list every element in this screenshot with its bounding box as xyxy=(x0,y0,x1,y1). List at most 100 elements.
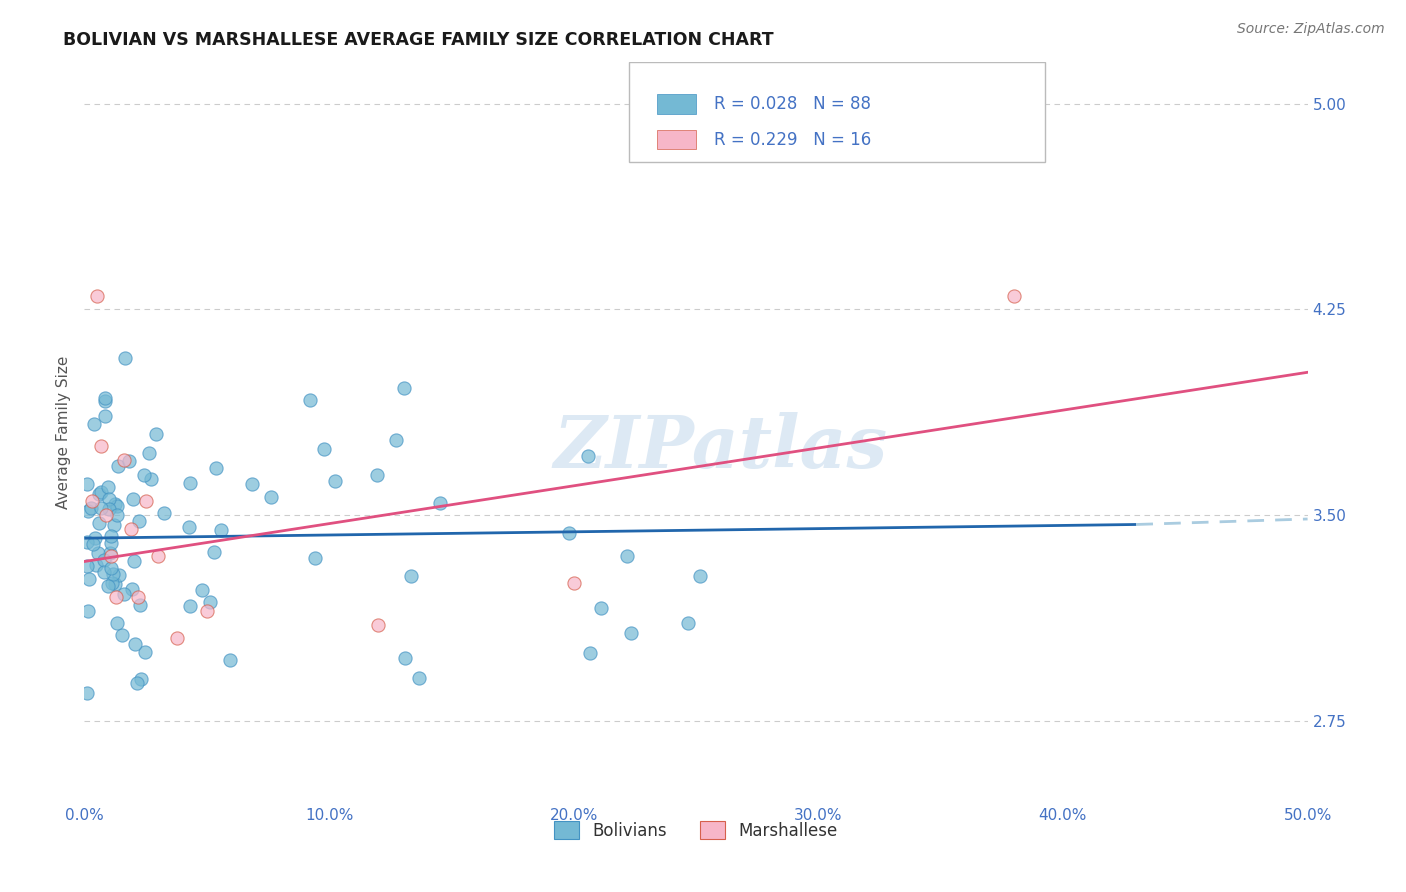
Point xyxy=(94,409,117,423)
Point xyxy=(96,508,118,522)
Point xyxy=(93,553,115,567)
Point xyxy=(323,474,346,488)
Point xyxy=(219,653,242,667)
Point xyxy=(576,450,599,464)
Point xyxy=(76,686,98,700)
Point xyxy=(97,580,120,594)
Point xyxy=(399,569,422,583)
Point xyxy=(135,494,157,508)
Point xyxy=(98,546,121,560)
Point xyxy=(89,487,111,501)
Point xyxy=(76,535,98,549)
Point xyxy=(90,500,112,515)
Point xyxy=(408,671,430,685)
Point xyxy=(94,393,117,408)
Point xyxy=(87,546,110,560)
Point xyxy=(385,433,408,447)
Point xyxy=(86,288,108,302)
Point xyxy=(103,517,125,532)
Point xyxy=(127,590,149,604)
Point xyxy=(312,442,335,457)
Point xyxy=(179,599,201,613)
Point xyxy=(676,615,699,630)
Point xyxy=(84,532,107,546)
Point xyxy=(589,601,612,615)
Point xyxy=(120,522,142,536)
Point xyxy=(107,459,129,474)
Point xyxy=(124,554,146,568)
Text: R = 0.028   N = 88: R = 0.028 N = 88 xyxy=(714,95,872,113)
Point xyxy=(562,576,585,591)
Point xyxy=(366,468,388,483)
Point xyxy=(429,495,451,509)
Point xyxy=(139,472,162,486)
Point xyxy=(93,392,115,406)
Text: BOLIVIAN VS MARSHALLESE AVERAGE FAMILY SIZE CORRELATION CHART: BOLIVIAN VS MARSHALLESE AVERAGE FAMILY S… xyxy=(63,31,773,49)
Point xyxy=(146,549,169,563)
Point xyxy=(100,561,122,575)
Point xyxy=(87,516,110,530)
Point xyxy=(97,501,120,516)
Point xyxy=(83,417,105,431)
Point xyxy=(200,595,222,609)
FancyBboxPatch shape xyxy=(657,95,696,113)
Point xyxy=(80,494,103,508)
Point xyxy=(304,551,326,566)
Point xyxy=(118,453,141,467)
Point xyxy=(84,558,107,572)
Point xyxy=(394,650,416,665)
Point xyxy=(108,567,131,582)
Point xyxy=(191,583,214,598)
Point xyxy=(166,632,188,646)
Point xyxy=(101,566,124,581)
Point xyxy=(138,446,160,460)
Point xyxy=(367,617,389,632)
Point xyxy=(209,523,232,537)
Point xyxy=(179,476,201,491)
Point xyxy=(79,500,101,515)
Point xyxy=(105,508,128,522)
Point xyxy=(122,491,145,506)
Point xyxy=(97,491,120,506)
Point xyxy=(90,439,112,453)
Point xyxy=(105,590,128,604)
Legend: Bolivians, Marshallese: Bolivians, Marshallese xyxy=(547,814,845,847)
Point xyxy=(76,559,98,574)
Point xyxy=(124,636,146,650)
Point xyxy=(114,351,136,365)
Point xyxy=(90,485,112,500)
Point xyxy=(112,453,135,467)
Point xyxy=(298,392,321,407)
Point xyxy=(76,504,98,518)
Point xyxy=(620,626,643,640)
Point xyxy=(132,468,155,483)
Point xyxy=(93,565,115,579)
Point xyxy=(129,672,152,686)
Point xyxy=(111,628,134,642)
FancyBboxPatch shape xyxy=(628,62,1045,162)
Point xyxy=(579,647,602,661)
Point xyxy=(97,480,120,494)
Point xyxy=(558,526,581,541)
Point xyxy=(82,536,104,550)
Point xyxy=(105,616,128,631)
Point xyxy=(202,545,225,559)
Point xyxy=(205,460,228,475)
Point xyxy=(689,569,711,583)
Point xyxy=(616,549,638,563)
Point xyxy=(260,490,283,504)
Point xyxy=(76,477,98,491)
Point xyxy=(392,381,415,395)
Point xyxy=(100,529,122,543)
Point xyxy=(105,500,128,514)
Text: R = 0.229   N = 16: R = 0.229 N = 16 xyxy=(714,130,872,149)
FancyBboxPatch shape xyxy=(657,130,696,150)
Text: Source: ZipAtlas.com: Source: ZipAtlas.com xyxy=(1237,22,1385,37)
Point xyxy=(129,598,152,612)
Point xyxy=(100,536,122,550)
Point xyxy=(128,514,150,528)
Point xyxy=(195,604,218,618)
Point xyxy=(77,572,100,586)
Point xyxy=(177,519,200,533)
Point xyxy=(104,497,127,511)
